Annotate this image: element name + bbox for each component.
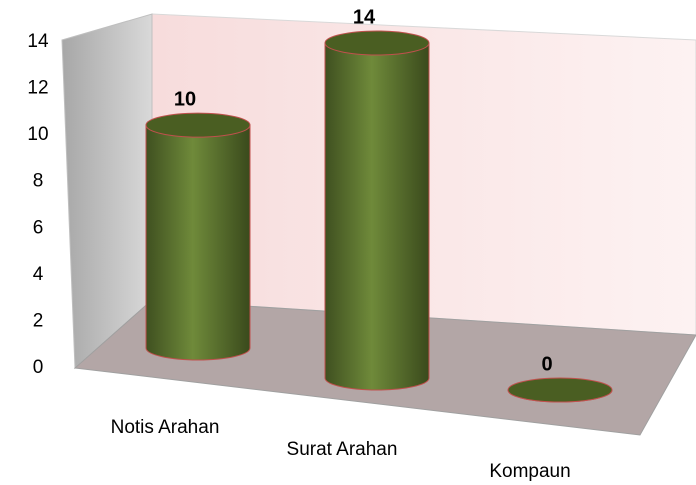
bar	[324, 30, 430, 391]
y-tick-label: 8	[33, 171, 44, 192]
cylinder-top	[145, 112, 251, 138]
y-tick-label: 6	[33, 217, 44, 238]
cylinder-top	[324, 30, 430, 56]
cylinder-body	[145, 124, 251, 361]
x-tick-label: Surat Arahan	[287, 439, 398, 460]
bar	[507, 377, 613, 403]
y-tick-label: 10	[27, 124, 48, 145]
y-tick-label: 2	[33, 310, 44, 331]
value-label: 10	[174, 88, 196, 110]
x-tick-label: Kompaun	[489, 461, 570, 482]
x-tick-label: Notis Arahan	[111, 417, 220, 438]
y-tick-label: 4	[33, 264, 44, 285]
y-tick-label: 14	[27, 31, 49, 52]
bar	[145, 112, 251, 361]
y-tick-label: 12	[27, 78, 48, 99]
cylinder-body	[324, 42, 430, 391]
value-label: 0	[541, 353, 552, 375]
cylinder-top	[507, 377, 613, 403]
value-label: 14	[353, 6, 376, 28]
y-tick-label: 0	[33, 357, 44, 378]
